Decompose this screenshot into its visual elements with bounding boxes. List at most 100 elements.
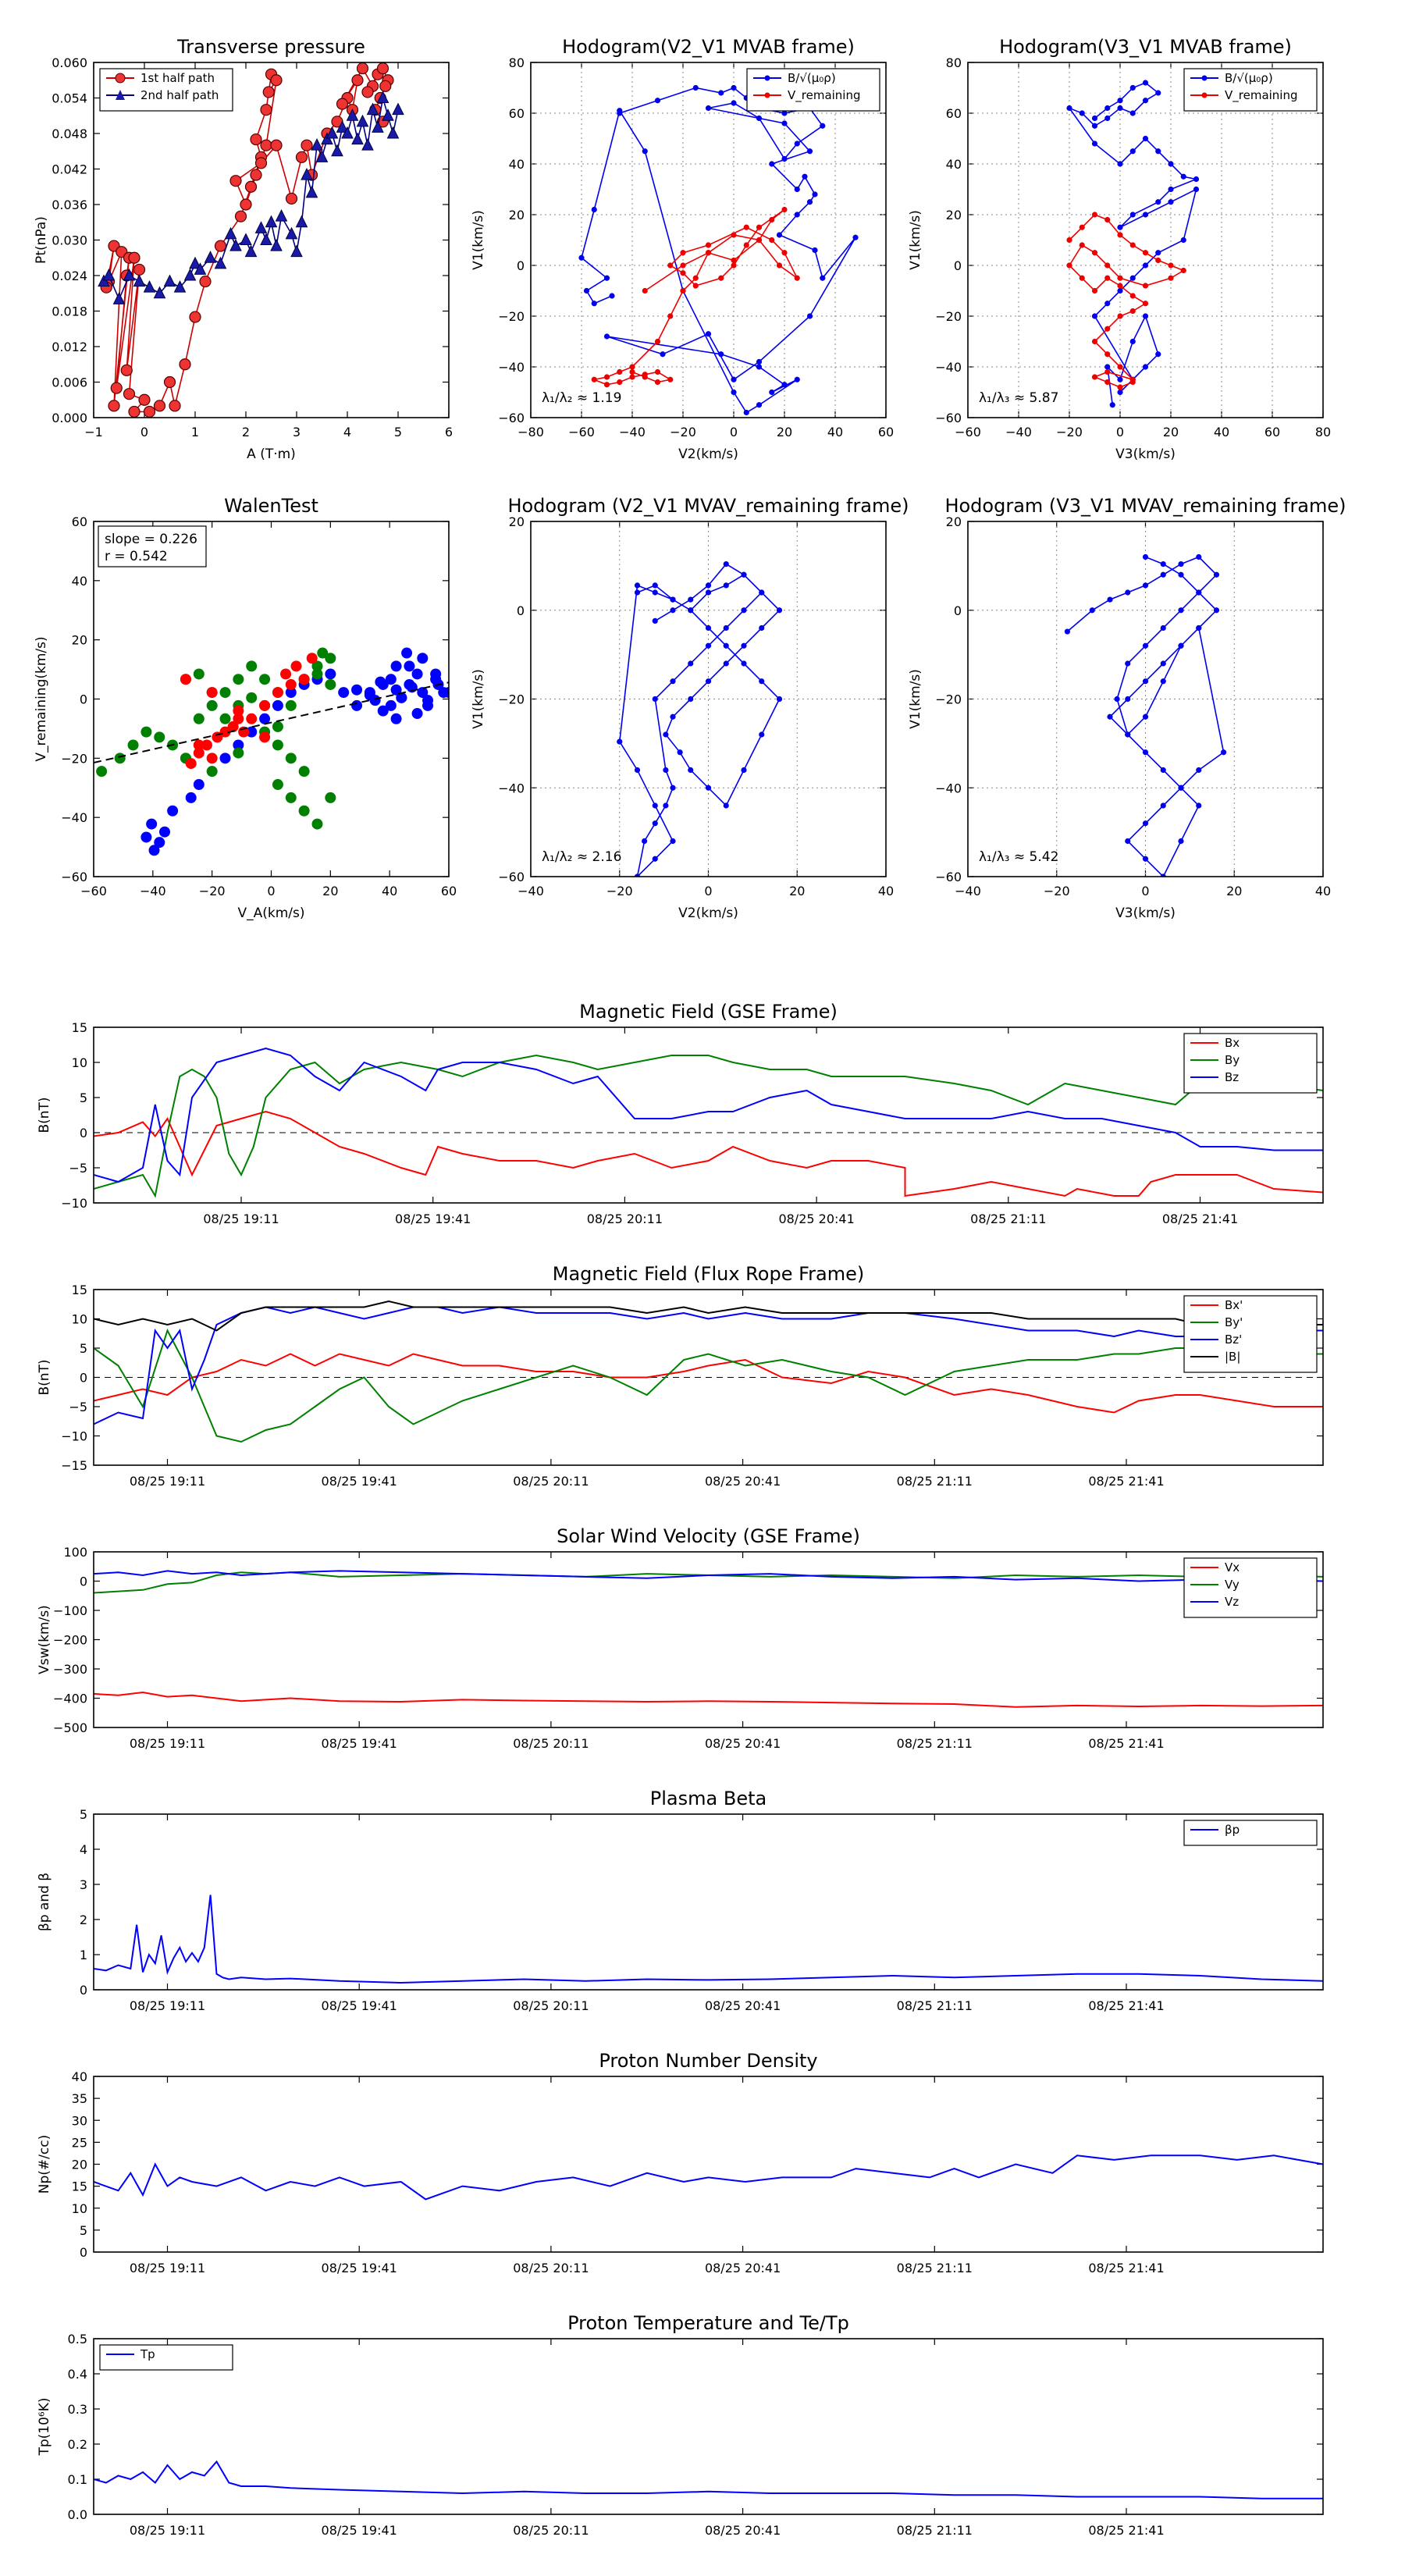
data-point	[769, 389, 775, 396]
data-point	[670, 596, 676, 603]
data-point	[667, 376, 674, 382]
data-point	[1107, 713, 1113, 720]
data-point	[670, 607, 676, 614]
legend-box	[1183, 1820, 1318, 1846]
x-axis-label: V2(km/s)	[678, 447, 738, 462]
chart-title: Proton Temperature and Te/Tp	[567, 2312, 849, 2334]
data-point	[756, 224, 763, 230]
x-tick-label: 08/25 19:11	[203, 1212, 279, 1226]
y-tick-label: 0.012	[52, 340, 87, 354]
x-tick-label: 60	[441, 884, 457, 898]
data-point	[1066, 262, 1072, 269]
chart-mag_gse: Magnetic Field (GSE Frame) −10 −5 0 5 10 15 08/…	[37, 1001, 1324, 1226]
y-tick-label: −15	[61, 1458, 87, 1473]
data-point	[1142, 98, 1149, 104]
data-point	[731, 100, 737, 106]
y-tick-label: −500	[53, 1720, 87, 1735]
y-tick-label: −5	[69, 1400, 87, 1414]
y-tick-label: 20	[72, 2158, 87, 2172]
y-axis-label: Np(#/cc)	[37, 2135, 52, 2194]
data-point	[1180, 267, 1186, 274]
x-tick-label: −20	[606, 884, 633, 898]
legend-marker	[764, 92, 770, 98]
legend-label: V_remaining	[788, 88, 861, 103]
data-point	[642, 148, 648, 155]
data-point	[1160, 678, 1166, 685]
data-point	[240, 233, 252, 245]
y-tick-label: −20	[61, 751, 87, 766]
legend: B/√(μ₀ρ) V_remaining	[1183, 68, 1318, 112]
data-point	[603, 275, 610, 281]
data-point	[285, 687, 297, 699]
x-tick-label: 08/25 20:41	[705, 2523, 781, 2538]
legend-box	[746, 68, 880, 112]
data-point	[331, 144, 343, 157]
data-point	[270, 74, 283, 87]
y-tick-label: −20	[498, 309, 525, 324]
data-point	[250, 169, 262, 181]
y-tick-label: 0	[954, 258, 962, 273]
data-point	[1221, 749, 1227, 756]
data-point	[163, 274, 176, 287]
legend-label: Vy	[1225, 1578, 1240, 1592]
data-point	[812, 247, 818, 254]
data-point	[250, 133, 262, 146]
data-point	[185, 792, 197, 803]
data-point	[377, 705, 389, 717]
data-point	[820, 275, 826, 281]
data-point	[1142, 713, 1149, 720]
data-point	[1193, 176, 1200, 183]
data-point	[244, 180, 258, 193]
series-line-Bz	[94, 1047, 1323, 1183]
y-tick-label: 0.042	[52, 162, 87, 177]
data-point	[112, 292, 126, 304]
data-point	[741, 767, 747, 774]
legend-label: Bz	[1225, 1070, 1239, 1084]
data-point	[246, 726, 258, 738]
legend: B/√(μ₀ρ) V_remaining	[746, 68, 880, 112]
data-point	[1142, 820, 1149, 827]
data-point	[390, 684, 402, 696]
x-tick-label: 08/25 20:11	[513, 2523, 589, 2538]
data-point	[718, 275, 724, 281]
data-point	[260, 139, 272, 151]
data-point	[1129, 275, 1136, 281]
y-tick-label: 0.5	[68, 2332, 87, 2347]
x-tick-label: 0	[140, 425, 148, 439]
data-point	[254, 157, 268, 169]
x-tick-label: 08/25 19:41	[322, 2261, 397, 2275]
data-point	[244, 244, 258, 258]
data-point	[123, 268, 136, 281]
data-point	[705, 582, 712, 589]
data-point	[1117, 224, 1123, 230]
x-tick-label: 20	[322, 884, 338, 898]
x-tick-label: 08/25 19:41	[322, 1998, 397, 2013]
y-axis-label: Vsw(km/s)	[37, 1605, 52, 1674]
data-point	[193, 668, 205, 680]
series-line-2nd half path	[103, 98, 399, 301]
data-point	[642, 287, 648, 294]
annotation-text: λ₁/λ₃ ≈ 5.87	[979, 390, 1058, 406]
data-point	[315, 150, 329, 162]
data-point	[260, 104, 272, 116]
y-tick-label: −20	[935, 309, 962, 324]
data-point	[120, 364, 133, 376]
data-point	[705, 242, 712, 248]
data-point	[123, 388, 136, 400]
data-point	[422, 695, 434, 706]
data-point	[1091, 287, 1098, 294]
data-point	[143, 405, 156, 418]
data-point	[356, 62, 369, 75]
data-point	[361, 86, 374, 98]
data-point	[1129, 338, 1136, 345]
y-axis-label: V1(km/s)	[471, 210, 486, 270]
data-point	[1117, 364, 1123, 370]
data-point	[411, 708, 423, 720]
y-tick-label: 10	[72, 1312, 87, 1327]
x-tick-label: 08/25 21:41	[1088, 1998, 1164, 2013]
data-point	[591, 376, 597, 382]
x-tick-label: 08/25 19:11	[130, 1736, 205, 1751]
data-point	[1129, 293, 1136, 299]
data-point	[1079, 275, 1085, 281]
data-point	[385, 699, 397, 711]
